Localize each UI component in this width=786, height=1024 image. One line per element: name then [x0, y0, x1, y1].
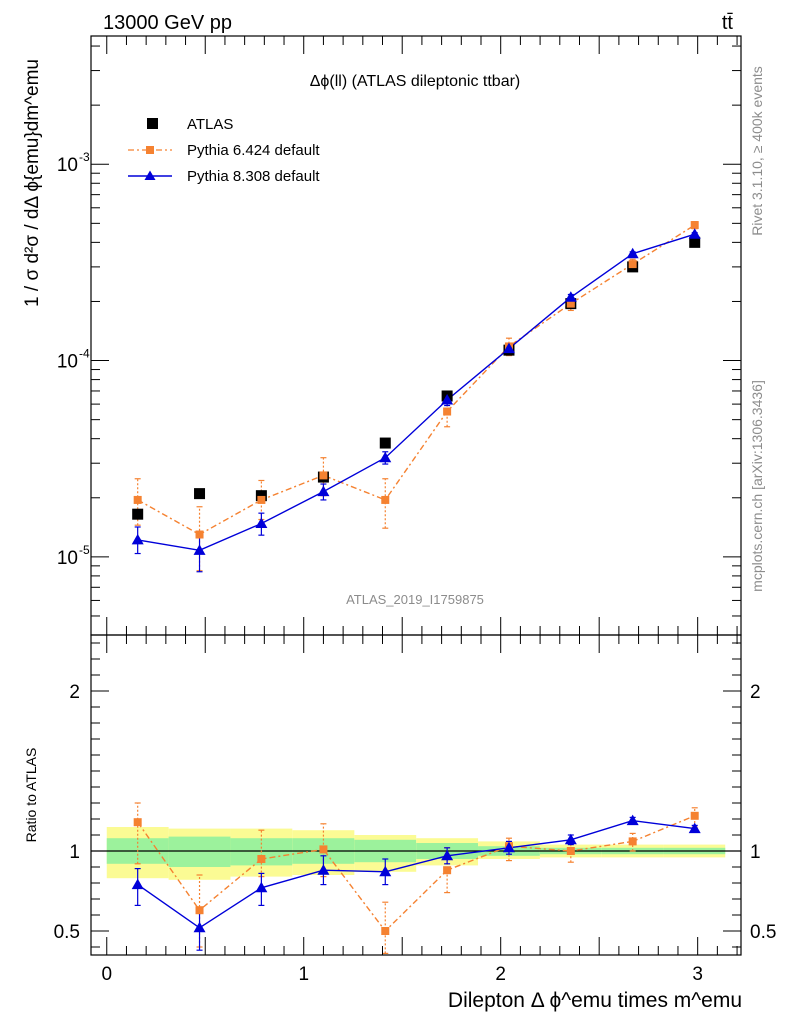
- atlas-point: [689, 236, 701, 248]
- legend: ATLAS Pythia 6.424 default Pythia 8.308 …: [128, 116, 320, 185]
- x-tick-label: 1: [298, 964, 309, 985]
- mcplots-label: mcplots.cern.ch [arXiv:1306.3436]: [749, 380, 765, 592]
- pythia6-point: [195, 530, 204, 539]
- legend-atlas-marker: [147, 118, 158, 129]
- pythia8-point: [379, 451, 392, 463]
- x-tick-label: 3: [692, 964, 703, 985]
- ratio-pythia6-point: [381, 927, 390, 935]
- legend-pythia8-marker: [144, 170, 156, 180]
- main-data-marks: [131, 221, 701, 573]
- ratio-y-tick-label-right: 1: [750, 842, 761, 863]
- ratio-pythia6-point: [133, 818, 142, 827]
- ratio-pythia6-point: [319, 845, 328, 854]
- pythia8-point: [193, 544, 206, 555]
- atlas-point: [255, 490, 267, 502]
- ratio-data-marks: [131, 802, 701, 955]
- main-panel: 10-510-410-3 Δϕ(ll) (ATLAS dileptonic tt…: [22, 35, 742, 636]
- ratio-pythia8-line: [137, 819, 695, 929]
- ratio-pythia8-point: [193, 921, 206, 933]
- pythia8-line: [137, 233, 695, 552]
- pythia6-point: [319, 471, 328, 480]
- main-y-axis-label: 1 / σ d²σ / dΔ ϕ{emu}dm^emu: [22, 59, 43, 307]
- ratio-pythia6-point: [628, 837, 637, 846]
- main-y-axis-label-text: 1 / σ d²σ / dΔ ϕ{emu}dm^emu: [22, 59, 43, 307]
- main-y-tick-exponent: -4: [79, 347, 90, 361]
- ratio-pythia8-point: [626, 814, 639, 826]
- ratio-y-tick-label-right: 2: [750, 682, 761, 703]
- ratio-pythia8-point: [688, 822, 701, 834]
- ratio-pythia8-point: [255, 881, 268, 893]
- x-tick-label: 2: [495, 964, 506, 985]
- x-tick-label: 0: [101, 964, 112, 985]
- pythia8-point: [626, 247, 639, 259]
- legend-pythia6-label: Pythia 6.424 default: [187, 142, 320, 159]
- pythia6-point: [566, 299, 575, 308]
- ratio-pythia8-point: [379, 865, 392, 877]
- ratio-pythia6-point: [195, 906, 204, 915]
- pythia8-point: [441, 393, 454, 405]
- energy-label: 13000 GeV pp: [103, 12, 232, 34]
- ratio-uncertainty-bands: [91, 827, 741, 880]
- ratio-pythia6-point: [257, 855, 266, 863]
- pythia6-point: [690, 221, 699, 230]
- ratio-pythia6-point: [690, 811, 699, 820]
- pythia6-point: [628, 260, 637, 269]
- main-y-tick-label: 10: [57, 352, 78, 373]
- ratio-y-tick-label-right: 0.5: [750, 922, 776, 943]
- ratio-band-inner: [168, 836, 231, 867]
- x-axis-label: Dilepton Δ ϕ^emu times m^emu: [448, 989, 742, 1012]
- pythia8-point: [131, 533, 144, 545]
- ratio-y-tick-label-left: 2: [69, 682, 80, 703]
- pythia8-point: [688, 228, 701, 239]
- ratio-pythia8-point: [564, 833, 577, 845]
- main-axis-ticks: 10-510-410-3: [57, 36, 741, 636]
- main-y-tick-label: 10: [57, 548, 78, 569]
- legend-atlas-label: ATLAS: [187, 116, 233, 133]
- legend-pythia6-marker: [146, 146, 154, 154]
- ratio-pythia8-point: [441, 849, 454, 861]
- ratio-pythia8-point: [317, 864, 330, 875]
- pythia8-point: [317, 485, 330, 497]
- process-label: tt̄: [722, 12, 734, 34]
- ratio-frame: [90, 634, 742, 956]
- ratio-pythia6-point: [566, 847, 575, 855]
- ratio-pythia6-line: [137, 815, 695, 933]
- main-y-tick-label: 10: [57, 155, 78, 176]
- ratio-y-tick-label-left: 1: [69, 842, 80, 863]
- pythia8-point: [255, 517, 268, 528]
- ratio-y-tick-label-left: 0.5: [54, 922, 80, 943]
- ratio-axis-ticks: 0.5 0.5 1 1 2 2 0 1 2 3: [54, 635, 776, 985]
- atlas-point: [132, 508, 144, 520]
- ratio-pythia8-point: [502, 841, 515, 853]
- main-y-tick-exponent: -5: [79, 543, 90, 557]
- rivet-version-label: Rivet 3.1.10, ≥ 400k events: [749, 66, 765, 236]
- pythia6-point: [133, 495, 142, 504]
- pythia6-point: [381, 495, 390, 504]
- atlas-point: [194, 488, 206, 500]
- pythia8-point: [564, 291, 577, 302]
- ratio-y-axis-label: Ratio to ATLAS: [23, 748, 39, 843]
- pythia8-point: [502, 342, 515, 354]
- main-y-tick-exponent: -3: [79, 150, 90, 164]
- analysis-watermark: ATLAS_2019_I1759875: [346, 592, 484, 607]
- ratio-pythia8-point: [131, 878, 144, 890]
- ratio-pythia6-point: [443, 866, 452, 875]
- ratio-panel: 0.5 0.5 1 1 2 2 0 1 2 3 Ratio to ATLAS Dilepton Δ…: [23, 634, 776, 1012]
- legend-pythia8-label: Pythia 8.308 default: [187, 168, 320, 185]
- pythia6-point: [443, 407, 452, 416]
- atlas-point: [379, 437, 391, 449]
- plot-title: Δϕ(ll) (ATLAS dileptonic ttbar): [310, 73, 521, 90]
- pythia6-line: [137, 224, 696, 536]
- pythia6-point: [257, 495, 266, 504]
